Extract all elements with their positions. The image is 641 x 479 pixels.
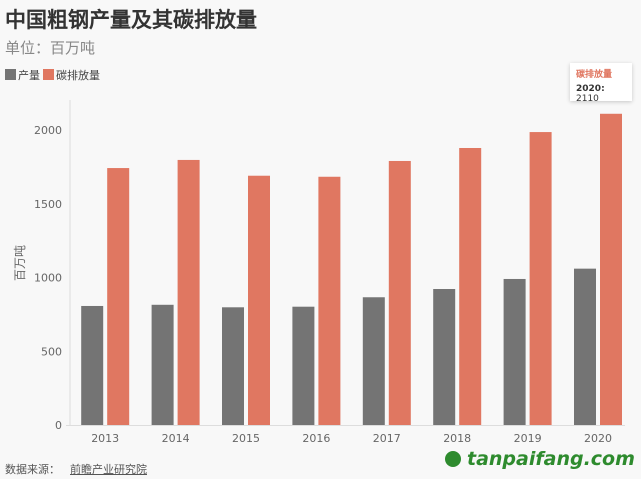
bar-production-2014[interactable] xyxy=(151,304,174,425)
source-note: 数据来源： 前瞻产业研究院 xyxy=(5,461,147,477)
tooltip-year: 2020 xyxy=(576,84,602,94)
bar-production-2018[interactable] xyxy=(433,289,456,425)
tooltip-value: 2110 xyxy=(576,94,599,104)
y-tick-label: 1000 xyxy=(34,272,62,285)
legend-item-production[interactable]: 产量 xyxy=(5,67,40,83)
y-axis-title: 百万吨 xyxy=(13,245,27,281)
legend: 产量 碳排放量 xyxy=(5,67,100,83)
tooltip: 碳排放量 2020: 2110 xyxy=(570,63,632,104)
y-tick-label: 2000 xyxy=(34,124,62,137)
bar-emissions-2019[interactable] xyxy=(529,132,552,425)
logo-icon xyxy=(445,451,461,467)
legend-label: 产量 xyxy=(18,69,40,82)
x-tick-label: 2020 xyxy=(584,432,612,445)
y-tick-label: 1500 xyxy=(34,198,62,211)
y-tick-label: 0 xyxy=(55,419,62,432)
tooltip-series: 碳排放量 xyxy=(576,70,613,80)
bar-emissions-2016[interactable] xyxy=(318,176,341,425)
chart-title: 中国粗钢产量及其碳排放量 xyxy=(5,8,257,32)
bar-emissions-2020[interactable] xyxy=(600,113,622,426)
x-tick-label: 2015 xyxy=(232,432,260,445)
bar-production-2016[interactable] xyxy=(292,306,315,425)
source-label: 数据来源： xyxy=(5,463,60,476)
x-tick-label: 2014 xyxy=(162,432,190,445)
legend-label: 碳排放量 xyxy=(56,69,100,82)
bar-emissions-2018[interactable] xyxy=(459,147,482,425)
source-link[interactable]: 前瞻产业研究院 xyxy=(70,463,147,476)
bar-emissions-2017[interactable] xyxy=(388,160,411,425)
y-tick-label: 500 xyxy=(41,345,62,358)
bar-production-2020[interactable] xyxy=(574,268,596,425)
chart-subtitle: 单位：百万吨 xyxy=(5,39,96,57)
x-tick-label: 2016 xyxy=(302,432,330,445)
x-tick-label: 2013 xyxy=(91,432,119,445)
bar-production-2017[interactable] xyxy=(362,297,385,425)
watermark: tanpaifang.com xyxy=(445,448,635,470)
legend-item-emissions[interactable]: 碳排放量 xyxy=(43,67,100,83)
x-tick-label: 2018 xyxy=(443,432,471,445)
x-tick-label: 2019 xyxy=(514,432,542,445)
legend-swatch-emissions xyxy=(43,69,54,80)
watermark-text: tanpaifang.com xyxy=(467,448,635,470)
legend-swatch-production xyxy=(5,69,16,80)
tooltip-sep: : xyxy=(601,84,605,94)
bar-production-2015[interactable] xyxy=(222,307,244,425)
bar-production-2013[interactable] xyxy=(81,305,104,425)
bar-emissions-2015[interactable] xyxy=(248,175,270,425)
bar-production-2019[interactable] xyxy=(503,278,526,425)
bar-emissions-2013[interactable] xyxy=(107,168,130,425)
x-tick-label: 2017 xyxy=(373,432,401,445)
bar-emissions-2014[interactable] xyxy=(177,159,200,425)
